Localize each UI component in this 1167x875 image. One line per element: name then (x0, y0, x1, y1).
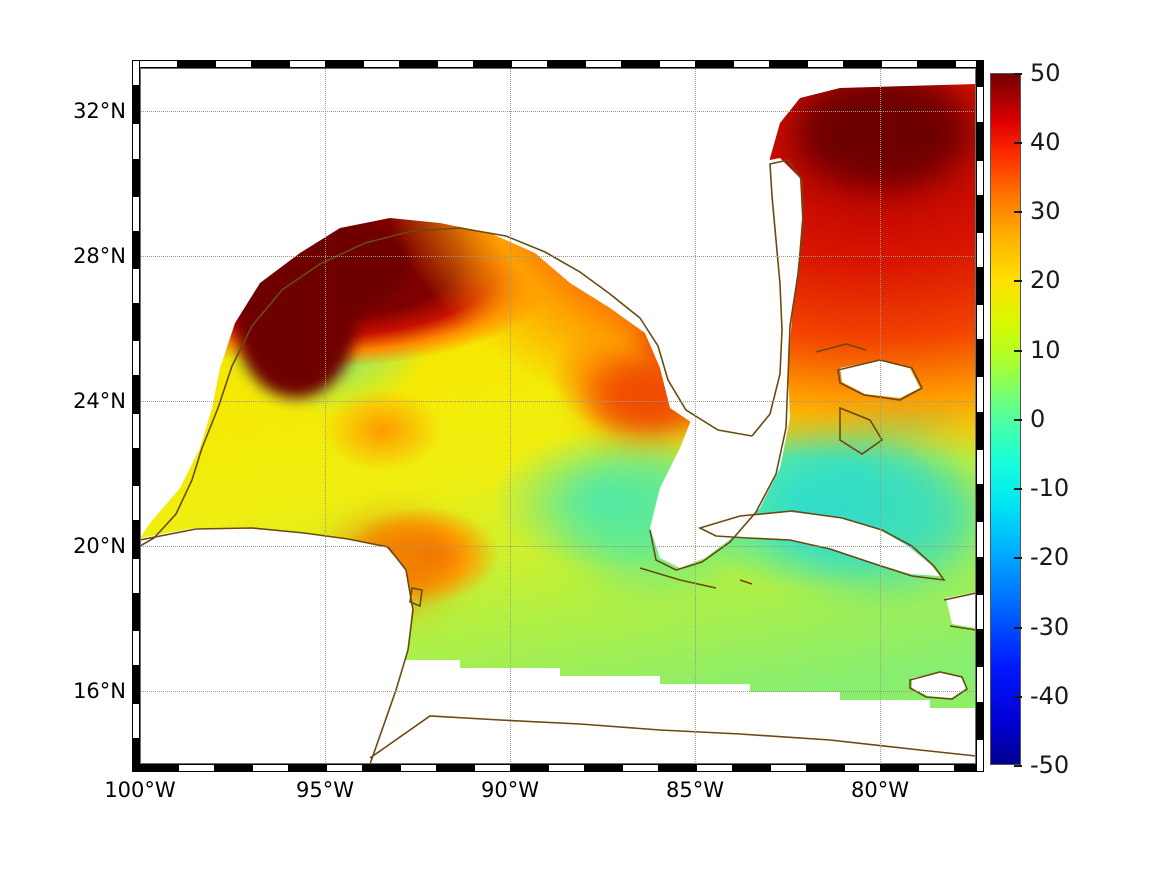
colorbar-label-40: 40 (1030, 128, 1061, 156)
land-yucatan-peninsula (140, 528, 412, 764)
land-florida-peninsula (650, 158, 802, 568)
colorbar-label-30: 30 (1030, 197, 1061, 225)
x-tick-label-80w: 80°W (851, 778, 909, 802)
coastline-paths (140, 159, 976, 764)
colorbar-label-neg20: -20 (1030, 543, 1070, 571)
y-tick-label-28n: 28°N (73, 244, 126, 268)
y-tick-label-24n: 24°N (73, 389, 126, 413)
land-bahamas (840, 360, 920, 398)
map-frame-right (976, 60, 984, 772)
coastline-caribbean-isle (739, 579, 753, 585)
map-axes[interactable] (132, 60, 984, 772)
map-frame-left (132, 60, 140, 772)
coastline-florida-keys (639, 567, 717, 589)
coastline-cuba (697, 510, 946, 582)
colorbar-label-50: 50 (1030, 59, 1061, 87)
coastline-bahamas (837, 359, 924, 401)
map-frame-bottom (132, 764, 984, 772)
land-hispaniola (946, 592, 976, 628)
colorbar-label-neg10: -10 (1030, 474, 1070, 502)
land-and-coastline-layer (140, 68, 976, 764)
colorbar-tick-50 (1014, 73, 1022, 75)
colorbar-label-0: 0 (1030, 405, 1046, 433)
coastline-hispaniola (943, 592, 976, 601)
y-tick-label-32n: 32°N (73, 99, 126, 123)
colorbar-tick-neg50 (1014, 765, 1022, 767)
colorbar-label-10: 10 (1030, 336, 1061, 364)
no-data-mask-south (376, 660, 976, 764)
y-tick-label-16n: 16°N (73, 679, 126, 703)
x-tick-label-90w: 90°W (481, 778, 539, 802)
land-north-america (140, 68, 976, 538)
y-tick-label-20n: 20°N (73, 534, 126, 558)
colorbar[interactable]: 50 40 30 20 10 0 -10 -20 -30 -40 -50 (990, 59, 1069, 779)
colorbar-tick-neg40 (1014, 696, 1022, 698)
colorbar-tick-neg30 (1014, 627, 1022, 629)
colorbar-tick-20 (1014, 280, 1022, 282)
colorbar-tick-40 (1014, 142, 1022, 144)
colorbar-tick-30 (1014, 211, 1022, 213)
coastline-central-america (369, 715, 976, 759)
coastline-grand-bahama (815, 343, 867, 353)
colorbar-tick-10 (1014, 350, 1022, 352)
colorbar-tick-0 (1014, 419, 1022, 421)
coastline-us-gulf (201, 227, 753, 449)
coastline-mexico-east (140, 447, 203, 547)
coastline-jamaica (909, 671, 968, 700)
x-tick-label-95w: 95°W (296, 778, 354, 802)
map-frame-top (132, 60, 984, 68)
colorbar-tick-neg10 (1014, 488, 1022, 490)
coastline-yucatan (140, 527, 414, 764)
coastline-cozumel (409, 587, 423, 608)
x-tick-label-85w: 85°W (666, 778, 724, 802)
land-cuba (702, 512, 940, 576)
coastline-hispaniola-south (949, 625, 976, 631)
colorbar-label-neg30: -30 (1030, 613, 1070, 641)
colorbar-label-neg50: -50 (1030, 751, 1070, 779)
blob-gulf-stream-max (795, 73, 970, 188)
map-data-region (140, 68, 976, 764)
coastline-florida (649, 159, 804, 571)
x-tick-label-100w: 100°W (104, 778, 176, 802)
colorbar-tick-neg20 (1014, 557, 1022, 559)
colorbar-label-20: 20 (1030, 266, 1061, 294)
coastline-andros (839, 406, 884, 455)
colorbar-label-neg40: -40 (1030, 682, 1070, 710)
